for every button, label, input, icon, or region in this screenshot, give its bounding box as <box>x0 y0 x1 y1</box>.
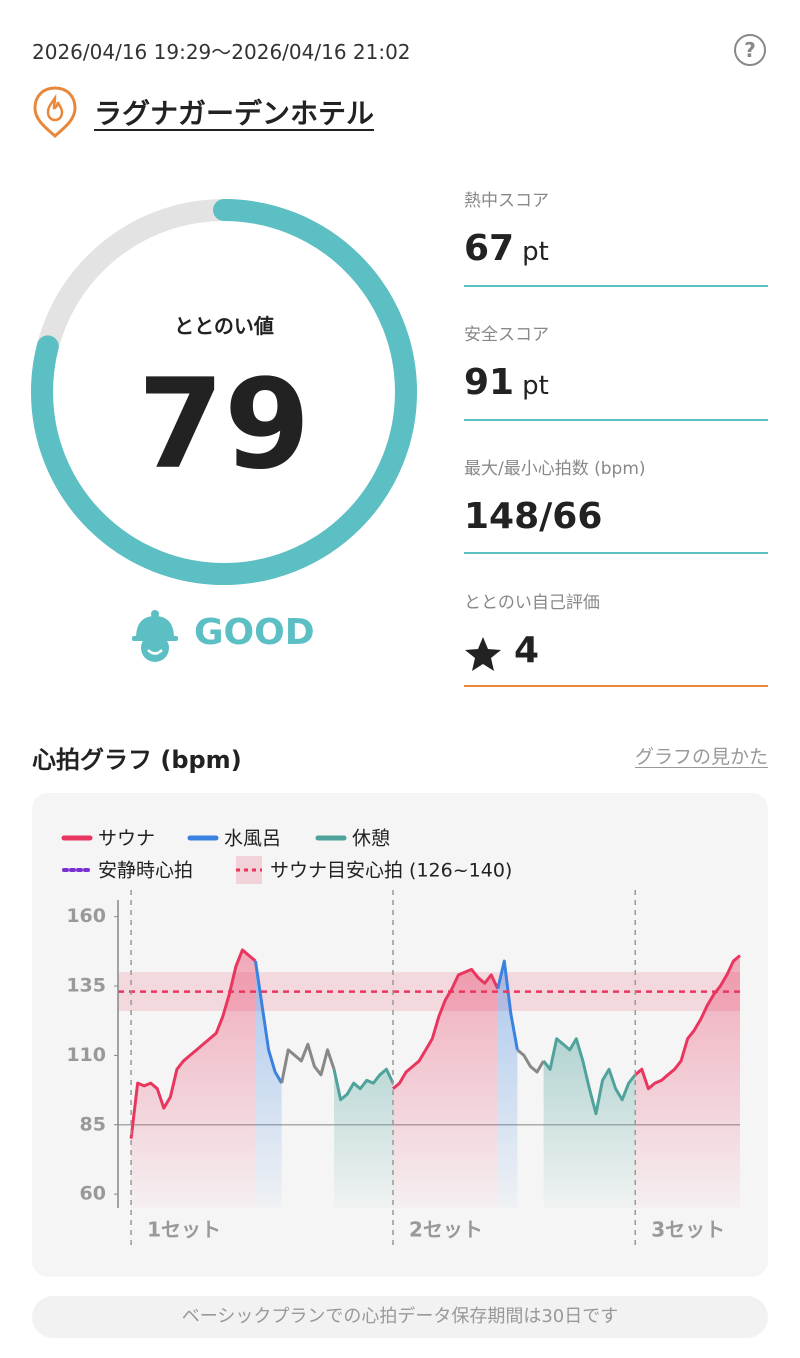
metric-label: ととのい自己評価 <box>464 593 600 613</box>
line <box>129 948 741 1139</box>
metric-value: 67 pt <box>464 228 549 269</box>
area <box>334 1038 636 1208</box>
metric-value: 148/66 <box>464 496 603 537</box>
set-label: 2セット <box>409 1218 483 1242</box>
metric-label: 熱中スコア <box>464 191 549 211</box>
set-label: 3セット <box>651 1218 725 1242</box>
place-name[interactable]: ラグナガーデンホテル <box>94 97 375 130</box>
metric-number: 67 <box>464 228 515 269</box>
line <box>254 959 519 1084</box>
score-ring <box>31 199 417 585</box>
line <box>280 1042 545 1084</box>
y-tick-label: 135 <box>66 975 106 997</box>
legend-label: サウナ目安心拍 (126~140) <box>270 860 512 882</box>
divider <box>464 685 768 687</box>
divider <box>464 419 768 421</box>
metric-value: 91 pt <box>464 362 549 403</box>
metric-unit: pt <box>522 371 549 401</box>
place-icon <box>33 86 77 139</box>
score-label: ととのい値 <box>174 314 274 338</box>
rating: GOOD <box>194 612 315 653</box>
legend-label: 休憩 <box>352 828 390 850</box>
divider <box>464 285 768 287</box>
area <box>131 949 741 1208</box>
help-button[interactable]: ? <box>734 34 766 66</box>
guide-link[interactable]: グラフの見かた <box>634 746 768 768</box>
y-tick-label: 110 <box>66 1044 106 1066</box>
section-title: 心拍グラフ (bpm) <box>32 746 242 774</box>
metric-label: 安全スコア <box>464 325 549 345</box>
legend-label: 安静時心拍 <box>98 860 193 882</box>
legend-swatch <box>236 856 262 884</box>
line <box>332 1037 637 1116</box>
legend-label: サウナ <box>98 828 155 850</box>
footer-note: ベーシックプランでの心拍データ保存期間は30日です <box>32 1296 768 1338</box>
y-tick-label: 85 <box>80 1113 106 1135</box>
metric-label: 最大/最小心拍数 (bpm) <box>464 459 646 479</box>
ring-progress <box>31 199 417 585</box>
y-tick-label: 160 <box>66 905 106 927</box>
divider <box>464 552 768 554</box>
metric-value: 4 <box>514 630 540 671</box>
set-label: 1セット <box>147 1218 221 1242</box>
metric-unit: pt <box>522 237 549 267</box>
period: 2026/04/16 19:29〜2026/04/16 21:02 <box>32 40 411 64</box>
mascot-icon <box>132 610 178 662</box>
y-tick-label: 60 <box>80 1183 106 1205</box>
area <box>255 961 518 1208</box>
score-value: 79 <box>137 353 311 497</box>
metric-number: 91 <box>464 362 515 403</box>
star-icon <box>465 637 501 671</box>
legend-label: 水風呂 <box>224 828 281 850</box>
